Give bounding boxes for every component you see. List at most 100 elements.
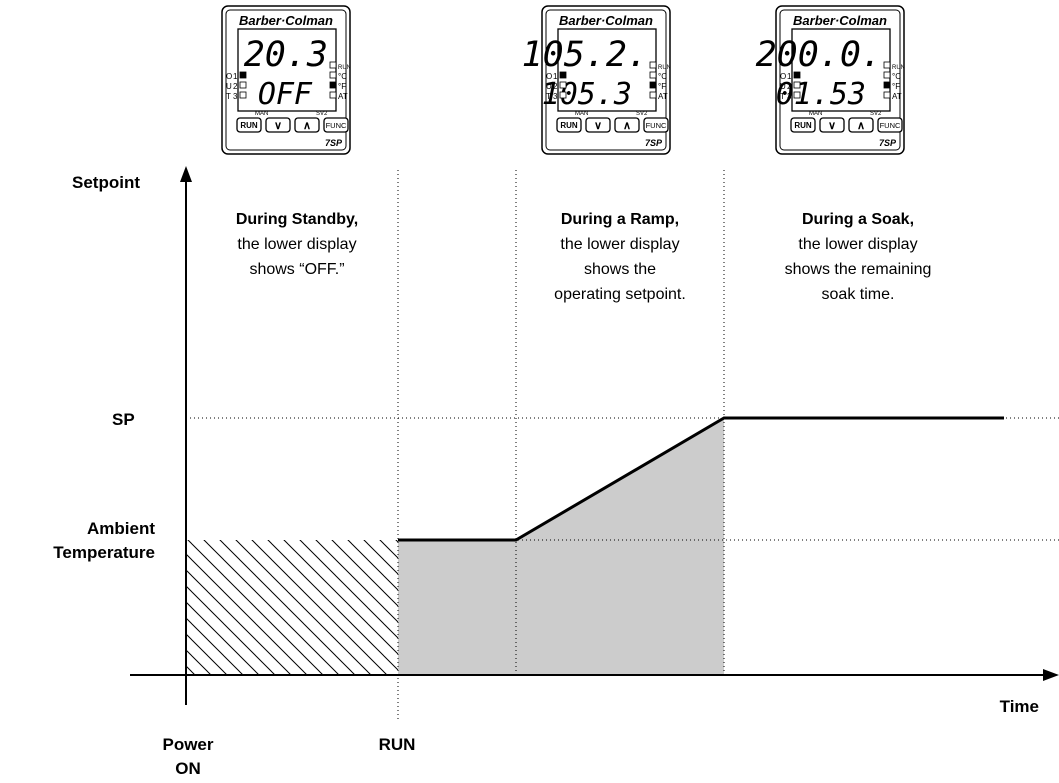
out-indicator-led (559, 71, 567, 79)
faceplate-button-label: ∧ (623, 120, 631, 132)
lower-display: 105.3 (542, 77, 632, 112)
out-number: 3 (553, 92, 558, 101)
status-indicator-label: °F (892, 82, 900, 91)
out-indicator-led (793, 91, 801, 99)
faceplate-button (877, 117, 903, 133)
out-letter: O (780, 72, 786, 81)
man-label: MAN (809, 111, 822, 117)
faceplate-button (294, 117, 320, 133)
setpoint-profile-line (398, 416, 1004, 542)
run-label: RUN (379, 735, 416, 754)
status-indicator-led (649, 61, 657, 69)
status-indicator-led (883, 91, 891, 99)
status-indicator-led (649, 81, 657, 89)
status-indicator-led (329, 61, 337, 69)
power-on-label-line1: Power (162, 735, 213, 754)
out-letter: O (226, 72, 232, 81)
out-letter: U (226, 82, 232, 91)
phase-line: soak time. (822, 286, 895, 303)
faceplate-button-label: FUNC (326, 121, 347, 130)
faceplate-inner-frame (779, 9, 901, 151)
phase-title: During a Ramp, (561, 211, 679, 228)
faceplate-button (236, 117, 262, 133)
status-indicator-led (883, 81, 891, 89)
faceplate-button-label: ∨ (274, 120, 282, 132)
display-window (237, 28, 337, 112)
lower-display: 01.53 (776, 77, 866, 112)
sv2-label: SV2 (636, 111, 648, 117)
ambient-label-line2: Temperature (53, 543, 155, 562)
power-on-label-line2: ON (175, 759, 201, 778)
sv2-label: SV2 (870, 111, 882, 117)
faceplate-inner-frame (225, 9, 347, 151)
x-axis-label: Time (1000, 697, 1039, 716)
faceplate-button (790, 117, 816, 133)
status-indicator-led (329, 71, 337, 79)
model-label: 7SP (325, 138, 343, 148)
out-number: 3 (233, 92, 238, 101)
out-number: 3 (787, 92, 792, 101)
man-label: MAN (575, 111, 588, 117)
y-axis-arrow (180, 166, 192, 182)
standby-hatched-region (186, 540, 398, 675)
upper-display: 200.0. (756, 35, 882, 75)
status-indicator-label: RUN (892, 65, 905, 71)
faceplate-button (585, 117, 611, 133)
out-indicator-led (239, 71, 247, 79)
status-indicator-led (649, 71, 657, 79)
phase-title: During Standby, (236, 211, 358, 228)
phase-title: During a Soak, (802, 211, 914, 228)
profile-filled-area (398, 418, 724, 675)
faceplate-button (848, 117, 874, 133)
out-letter: O (546, 72, 552, 81)
faceplate-button-label: ∨ (594, 120, 602, 132)
faceplate-button-label: ∨ (828, 120, 836, 132)
faceplate-button (614, 117, 640, 133)
out-number: 1 (553, 72, 558, 81)
sv2-label: SV2 (316, 111, 328, 117)
status-indicator-label: AT (658, 92, 668, 101)
out-indicator-led (559, 91, 567, 99)
sp-label: SP (112, 410, 135, 429)
status-indicator-led (329, 91, 337, 99)
out-letter: U (546, 82, 552, 91)
faceplate-button-label: RUN (560, 121, 578, 130)
faceplate-button-label: FUNC (646, 121, 667, 130)
y-axis-label: Setpoint (72, 173, 140, 192)
phase-soak-description: During a Soak, the lower display shows t… (785, 211, 932, 303)
model-label: 7SP (645, 138, 663, 148)
display-window (557, 28, 657, 112)
faceplate-button (556, 117, 582, 133)
brand-logo: Barber·Colman (239, 13, 333, 28)
faceplate-button (643, 117, 669, 133)
faceplate-button-label: ∧ (857, 120, 865, 132)
out-indicator-led (239, 91, 247, 99)
status-indicator-led (329, 81, 337, 89)
phase-standby-description: During Standby, the lower display shows … (236, 211, 358, 278)
faceplate-inner-frame (545, 9, 667, 151)
lower-display: OFF (258, 77, 313, 112)
status-indicator-label: °F (658, 82, 666, 91)
out-indicator-led (559, 81, 567, 89)
status-indicator-label: °C (892, 72, 901, 81)
man-label: MAN (255, 111, 268, 117)
phase-line: operating setpoint. (554, 286, 686, 303)
phase-line: shows the (584, 261, 656, 278)
out-letter: T (780, 92, 785, 101)
out-number: 2 (553, 82, 558, 91)
status-indicator-label: AT (338, 92, 348, 101)
out-number: 1 (787, 72, 792, 81)
out-letter: T (546, 92, 551, 101)
phase-line: the lower display (560, 236, 679, 253)
status-indicator-label: RUN (658, 65, 671, 71)
ambient-label-line1: Ambient (87, 519, 155, 538)
status-indicator-label: °C (338, 72, 347, 81)
status-indicator-label: °F (338, 82, 346, 91)
out-indicator-led (793, 81, 801, 89)
phase-line: shows “OFF.” (249, 261, 344, 278)
